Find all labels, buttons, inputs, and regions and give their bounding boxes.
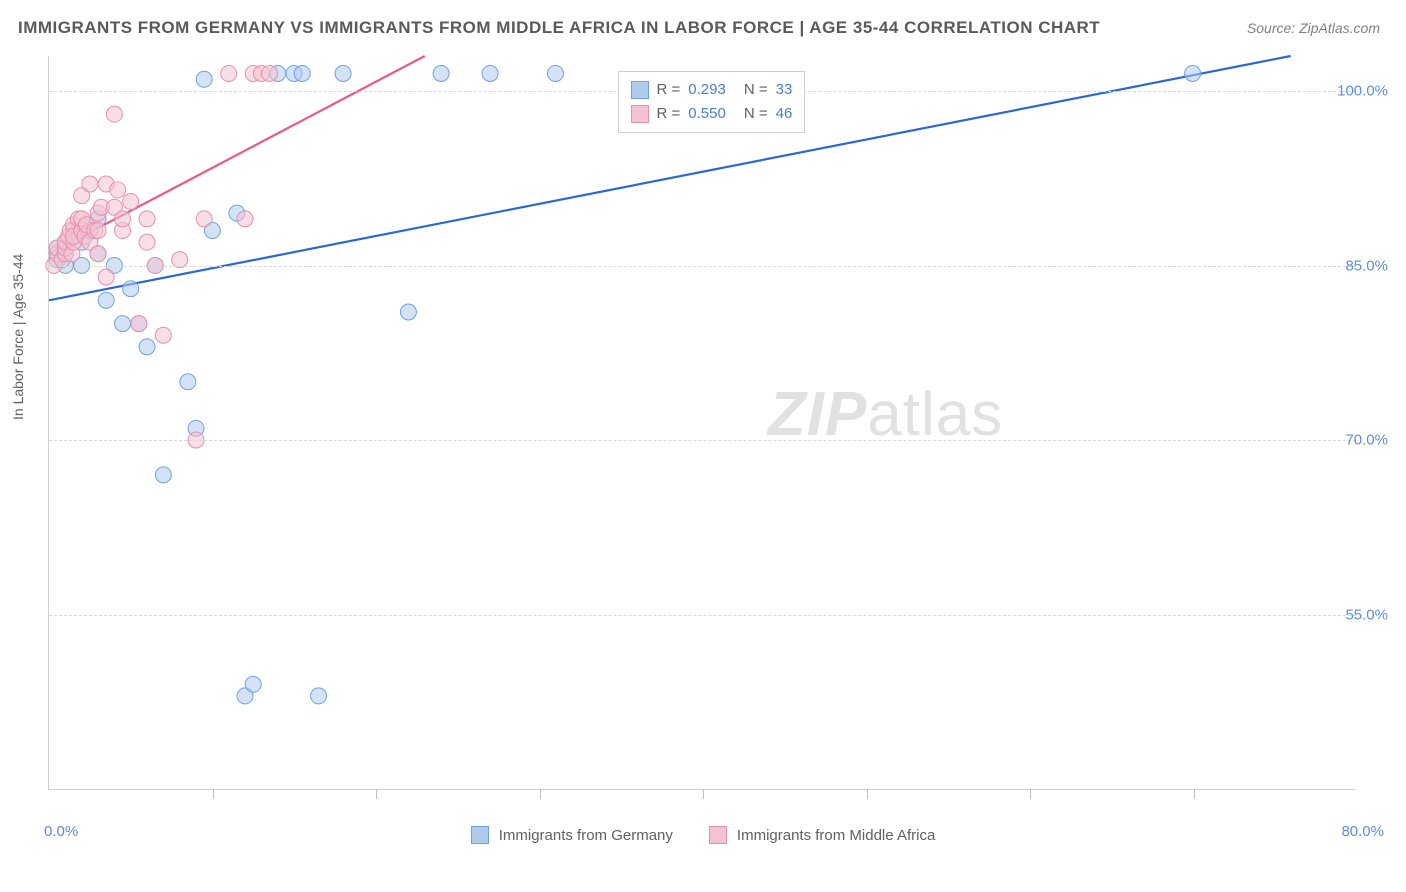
data-point	[196, 71, 212, 87]
data-point	[294, 65, 310, 81]
x-tick	[376, 789, 377, 799]
data-point	[115, 211, 131, 227]
r-label: R =	[657, 102, 681, 126]
n-label: N =	[744, 78, 768, 102]
x-tick	[540, 789, 541, 799]
data-point	[180, 374, 196, 390]
n-label: N =	[744, 102, 768, 126]
chart-container: IMMIGRANTS FROM GERMANY VS IMMIGRANTS FR…	[0, 0, 1406, 892]
data-point	[237, 211, 253, 227]
n-value: 33	[776, 78, 793, 102]
legend-swatch	[631, 81, 649, 99]
x-tick	[703, 789, 704, 799]
y-axis-label: In Labor Force | Age 35-44	[10, 254, 26, 420]
data-point	[82, 176, 98, 192]
x-tick	[867, 789, 868, 799]
source-label: Source: ZipAtlas.com	[1247, 20, 1380, 36]
data-point	[139, 234, 155, 250]
x-tick	[1030, 789, 1031, 799]
legend-swatch	[631, 105, 649, 123]
legend-series: Immigrants from Germany Immigrants from M…	[0, 826, 1406, 844]
data-point	[98, 269, 114, 285]
legend-correlation: R = 0.293 N = 33 R = 0.550 N = 46	[618, 71, 806, 133]
data-point	[262, 65, 278, 81]
data-point	[547, 65, 563, 81]
r-value: 0.550	[688, 102, 726, 126]
plot-svg	[49, 56, 1356, 789]
data-point	[90, 246, 106, 262]
data-point	[98, 292, 114, 308]
data-point	[110, 182, 126, 198]
trend-line	[49, 56, 425, 254]
legend-series-item: Immigrants from Germany	[471, 826, 673, 844]
data-point	[115, 316, 131, 332]
data-point	[433, 65, 449, 81]
y-tick-label: 55.0%	[1345, 607, 1388, 624]
gridline	[49, 615, 1356, 616]
legend-series-label: Immigrants from Germany	[499, 827, 673, 844]
data-point	[196, 211, 212, 227]
data-point	[335, 65, 351, 81]
legend-series-item: Immigrants from Middle Africa	[709, 826, 935, 844]
data-point	[106, 106, 122, 122]
x-tick	[213, 789, 214, 799]
y-tick-label: 85.0%	[1345, 257, 1388, 274]
data-point	[400, 304, 416, 320]
y-tick-label: 70.0%	[1345, 432, 1388, 449]
data-point	[245, 676, 261, 692]
x-tick	[1194, 789, 1195, 799]
chart-title: IMMIGRANTS FROM GERMANY VS IMMIGRANTS FR…	[18, 18, 1100, 38]
data-point	[482, 65, 498, 81]
data-point	[139, 211, 155, 227]
plot-area: ZIPatlas R = 0.293N = 33R = 0.550N = 46	[48, 56, 1356, 790]
data-point	[131, 316, 147, 332]
legend-swatch	[709, 826, 727, 844]
data-point	[90, 223, 106, 239]
legend-series-label: Immigrants from Middle Africa	[737, 827, 935, 844]
data-point	[139, 339, 155, 355]
y-tick-label: 100.0%	[1337, 82, 1388, 99]
legend-correlation-row: R = 0.550 N = 46	[631, 102, 793, 126]
data-point	[123, 193, 139, 209]
gridline	[49, 266, 1356, 267]
data-point	[221, 65, 237, 81]
data-point	[155, 467, 171, 483]
gridline	[49, 440, 1356, 441]
n-value: 46	[776, 102, 793, 126]
data-point	[311, 688, 327, 704]
r-label: R =	[657, 78, 681, 102]
data-point	[155, 327, 171, 343]
data-point	[1185, 65, 1201, 81]
legend-correlation-row: R = 0.293 N = 33	[631, 78, 793, 102]
r-value: 0.293	[688, 78, 726, 102]
legend-swatch	[471, 826, 489, 844]
data-point	[123, 281, 139, 297]
